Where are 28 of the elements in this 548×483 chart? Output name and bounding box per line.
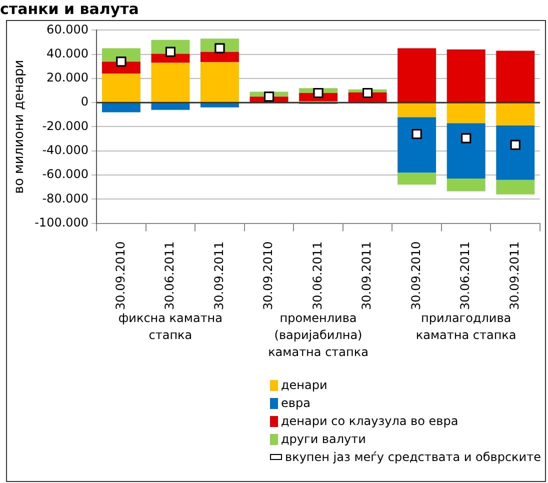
x-tick-label: 30.09.2010 xyxy=(408,241,423,310)
y-tick-label: -60.000 xyxy=(42,167,89,182)
legend-label: евра xyxy=(281,396,310,410)
legend-label: денари xyxy=(281,378,328,392)
text: променлива (варијабилна) каматна стапка xyxy=(267,310,370,361)
legend-label: вкупен јаз меѓу средствата и обврските xyxy=(285,450,541,464)
x-tick-label: 30.09.2011 xyxy=(360,241,374,310)
y-tick-label: 0 xyxy=(80,94,89,109)
x-tick-label: 30.09.2010 xyxy=(113,241,128,310)
y-tick-label: 60.000 xyxy=(46,22,89,36)
x-tick-label: 30.09.2011 xyxy=(212,241,226,310)
y-tick-label: 40.000 xyxy=(46,46,89,60)
y-tick-label: -100.000 xyxy=(34,215,89,230)
text: прилагодлива каматна стапка xyxy=(414,310,518,344)
x-tick-label: 30.09.2011 xyxy=(507,241,522,310)
legend-label: други валути xyxy=(281,432,366,446)
x-tick-label: 30.06.2011 xyxy=(162,241,177,310)
x-tick-label: 30.06.2011 xyxy=(310,241,324,310)
x-tick-label: 30.06.2011 xyxy=(458,241,472,310)
y-tick-label: 20.000 xyxy=(46,70,89,85)
chart-title: станки и валута xyxy=(0,0,139,18)
legend-label: денари со клаузула во евра xyxy=(281,414,458,428)
y-axis-title: во милиони денари xyxy=(12,60,28,194)
y-tick-label: -20.000 xyxy=(42,118,89,133)
y-tick-label: -80.000 xyxy=(42,191,89,206)
text: фиксна каматна стапка xyxy=(117,310,224,344)
x-tick-label: 30.09.2010 xyxy=(261,241,276,310)
y-tick-label: -40.000 xyxy=(42,143,89,158)
